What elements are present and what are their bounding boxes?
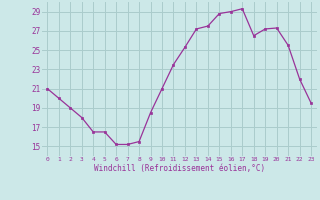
X-axis label: Windchill (Refroidissement éolien,°C): Windchill (Refroidissement éolien,°C) (94, 164, 265, 173)
